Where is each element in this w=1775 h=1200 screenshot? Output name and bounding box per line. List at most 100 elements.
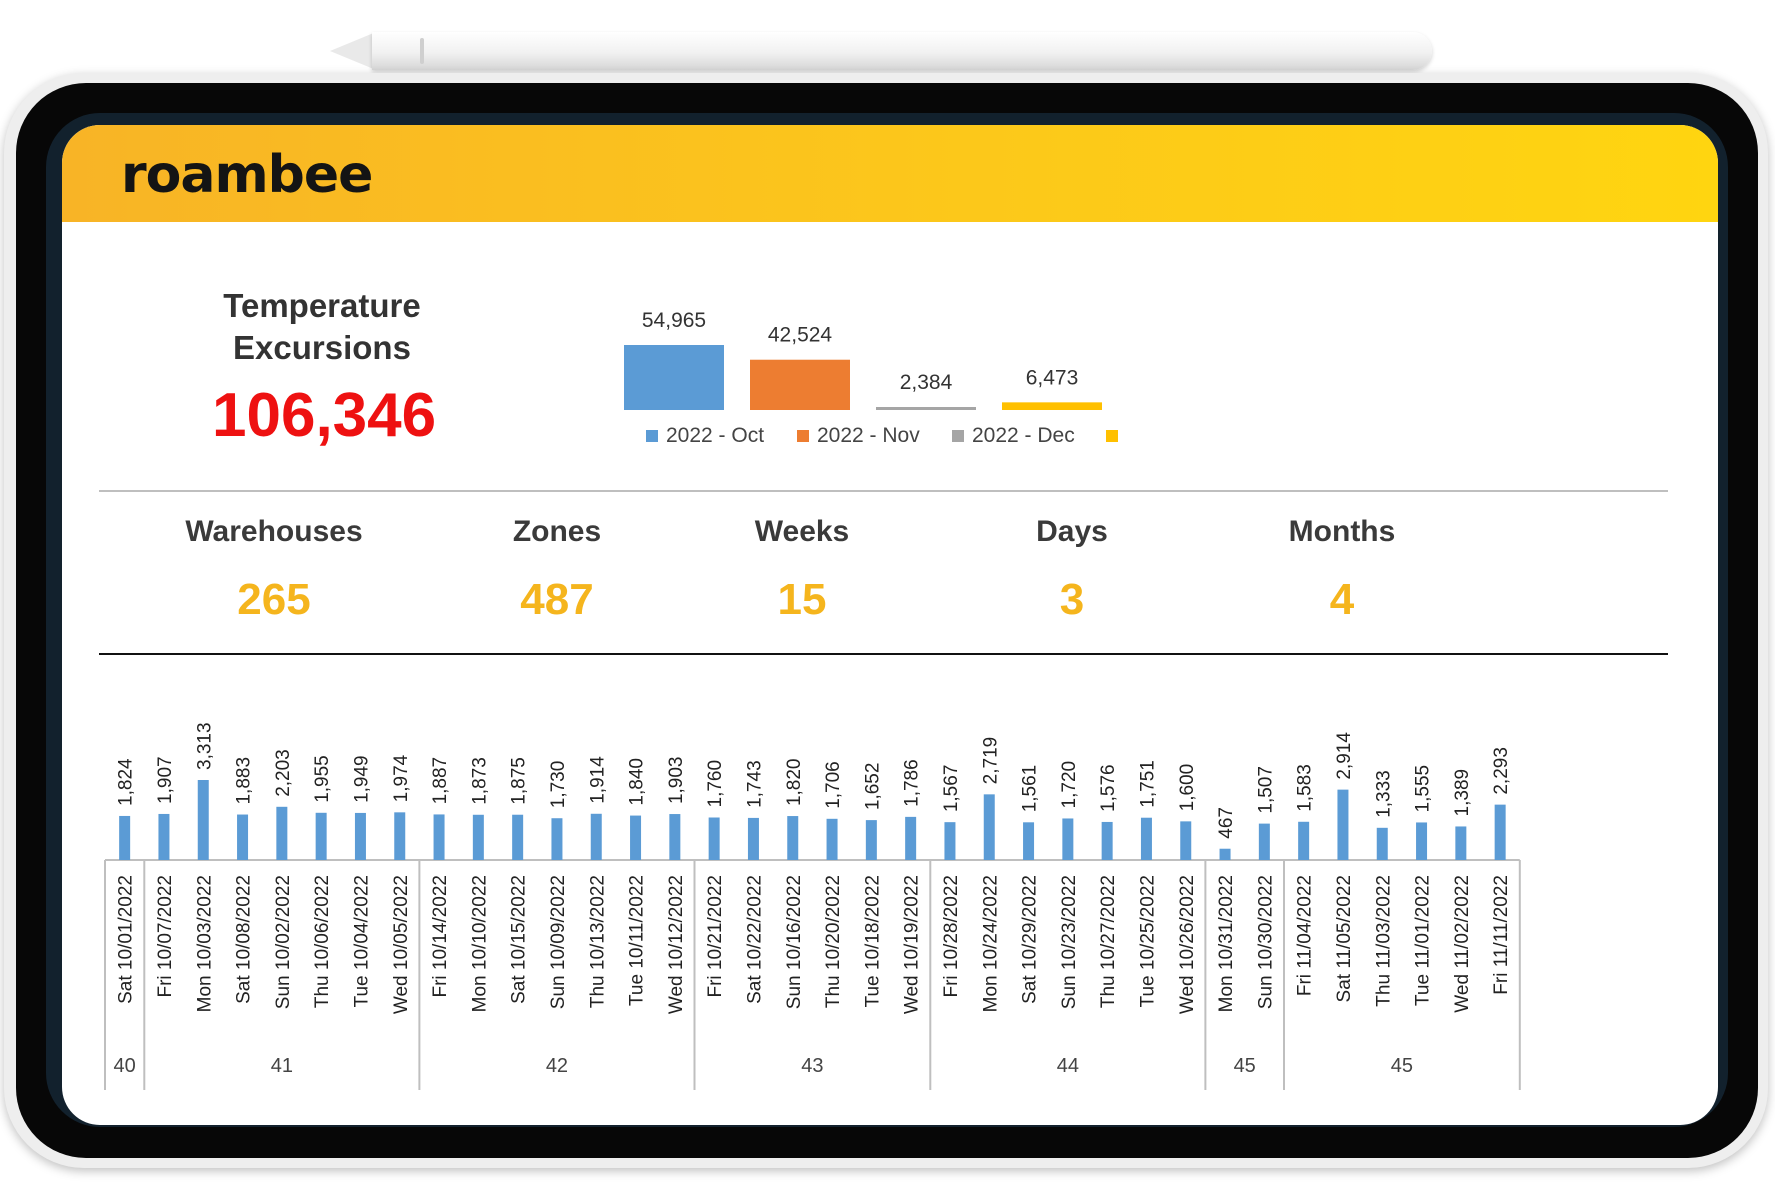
day-category-label: Thu 11/03/2022: [1373, 875, 1394, 1007]
title-line-2: Excursions: [233, 329, 411, 366]
day-bar: [394, 812, 406, 860]
day-bar-value: 1,887: [430, 757, 451, 805]
month-bar: [876, 407, 976, 410]
day-category-label: Mon 10/31/2022: [1216, 875, 1237, 1012]
day-bar: [1416, 822, 1428, 860]
month-bar: [750, 359, 850, 410]
day-bar-value: 1,555: [1413, 765, 1434, 813]
legend-label: 2022 - Nov: [817, 424, 920, 447]
week-group-label: 40: [114, 1055, 136, 1077]
day-bar-value: 1,955: [312, 755, 333, 803]
dashboard-screen: roambee Temperature Excursions 106,346 5…: [62, 125, 1718, 1125]
day-bar: [1376, 827, 1388, 860]
day-bar: [354, 812, 366, 860]
day-bar: [787, 816, 799, 860]
month-bar-value: 6,473: [1026, 366, 1079, 389]
day-bar-value: 1,507: [1255, 766, 1276, 814]
day-bar-value: 1,652: [862, 763, 883, 811]
legend-swatch: [1106, 430, 1118, 442]
day-bar: [472, 814, 484, 860]
legend-swatch: [952, 430, 964, 442]
day-bar: [551, 818, 563, 860]
stat-months: Months 4: [1212, 515, 1472, 625]
day-category-label: Mon 10/10/2022: [469, 875, 490, 1012]
day-category-label: Sat 10/08/2022: [234, 875, 255, 1004]
day-bar: [158, 813, 170, 860]
day-bar: [119, 815, 131, 860]
day-category-label: Sun 10/23/2022: [1059, 875, 1080, 1009]
section-divider: [99, 490, 1668, 492]
day-category-label: Wed 10/12/2022: [666, 875, 687, 1014]
legend-label: 2022 - Oct: [666, 424, 764, 447]
stylus-band: [420, 38, 424, 64]
stat-weeks: Weeks 15: [672, 515, 932, 625]
day-bar-value: 467: [1216, 807, 1237, 839]
day-bar-value: 1,720: [1059, 761, 1080, 809]
day-category-label: Tue 10/04/2022: [351, 875, 372, 1007]
day-bar: [1101, 821, 1113, 860]
day-bar: [590, 813, 602, 860]
daily-excursions-chart: 1,824 1,907 3,313 1,883 2,203 1,955 1,949 1,974…: [104, 722, 1521, 1090]
day-bar: [1219, 848, 1231, 860]
month-bar: [624, 345, 724, 410]
day-bar-value: 1,907: [155, 756, 176, 804]
day-bar-value: 1,840: [627, 758, 648, 806]
day-category-label: Fri 10/14/2022: [430, 875, 451, 998]
day-bar: [747, 817, 759, 860]
day-category-label: Fri 11/04/2022: [1295, 875, 1316, 996]
day-bar-value: 1,583: [1295, 764, 1316, 812]
day-category-label: Sat 10/15/2022: [509, 875, 530, 1004]
day-category-label: Fri 10/21/2022: [705, 875, 726, 998]
stat-zones-value: 487: [520, 575, 594, 624]
day-bar: [983, 794, 995, 860]
day-bar: [826, 818, 838, 860]
day-bar: [1180, 821, 1192, 860]
day-bar-value: 2,203: [273, 749, 294, 797]
day-category-label: Fri 11/11/2022: [1491, 875, 1512, 995]
day-category-label: Sun 10/09/2022: [548, 875, 569, 1009]
day-bar: [315, 812, 327, 860]
day-bar-value: 1,914: [587, 756, 608, 804]
day-bar-value: 1,824: [116, 758, 137, 806]
day-bar-value: 1,760: [705, 760, 726, 808]
day-bar: [1258, 823, 1270, 860]
day-category-label: Tue 11/01/2022: [1413, 875, 1434, 1006]
week-group-label: 43: [801, 1055, 823, 1077]
day-category-label: Fri 10/28/2022: [941, 875, 962, 998]
stylus: [372, 32, 1432, 70]
day-bar: [669, 814, 681, 860]
stat-days-value: 3: [1059, 575, 1085, 624]
day-category-label: Sat 10/01/2022: [116, 875, 137, 1004]
day-bar: [433, 814, 445, 860]
day-bar: [512, 814, 524, 860]
day-category-label: Wed 11/02/2022: [1452, 875, 1473, 1013]
legend-swatch: [646, 430, 658, 442]
day-bar-value: 3,313: [194, 722, 215, 770]
day-bar-value: 1,974: [391, 754, 412, 802]
day-bar-value: 1,389: [1452, 769, 1473, 817]
day-category-label: Tue 10/25/2022: [1137, 875, 1158, 1007]
week-group-label: 41: [271, 1055, 293, 1077]
day-category-label: Tue 10/11/2022: [627, 875, 648, 1006]
stat-days-label: Days: [1036, 515, 1108, 548]
day-bar-value: 1,786: [902, 759, 923, 807]
day-category-label: Fri 10/07/2022: [155, 875, 176, 998]
day-bar-value: 2,293: [1491, 747, 1512, 795]
day-bar-value: 1,561: [1020, 765, 1041, 813]
stylus-tip: [330, 32, 376, 70]
day-category-label: Sat 10/29/2022: [1020, 875, 1041, 1004]
day-bar: [1455, 826, 1467, 860]
stat-weeks-label: Weeks: [754, 515, 850, 548]
app-header: roambee: [62, 125, 1718, 222]
stat-weeks-value: 15: [777, 575, 827, 624]
day-category-label: Thu 10/27/2022: [1098, 875, 1119, 1008]
day-category-label: Thu 10/20/2022: [823, 875, 844, 1008]
day-category-label: Sat 11/05/2022: [1334, 875, 1355, 1002]
day-bar: [630, 815, 642, 860]
temperature-excursions-total: 106,346: [212, 381, 437, 450]
monthly-excursions-chart: 54,965 42,524 2,384 6,473 2022 - Oct 2022 - …: [624, 309, 1118, 447]
day-category-label: Wed 10/19/2022: [902, 875, 923, 1014]
stat-warehouses-label: Warehouses: [185, 515, 363, 548]
day-category-label: Thu 10/13/2022: [587, 875, 608, 1008]
month-bar-value: 42,524: [768, 324, 833, 347]
